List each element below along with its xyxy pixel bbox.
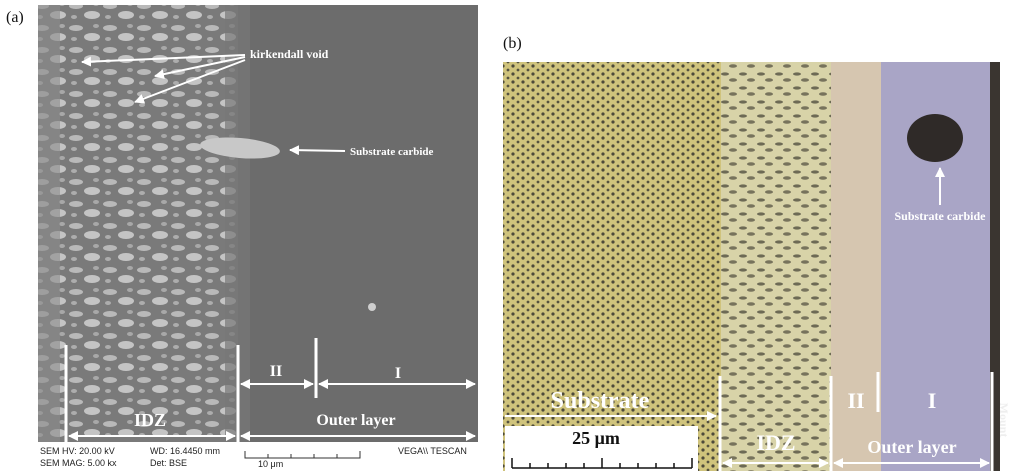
sem-footer: SEM HV: 20.00 kV SEM MAG: 5.00 kx WD: 16… [40, 446, 467, 469]
zone-label: II [847, 388, 864, 413]
zone-label: Outer layer [316, 412, 395, 429]
page: {"panel_a": {"label": "(a)", "void_label… [0, 0, 1009, 471]
footer-text: WD: 16.4450 mm [150, 446, 220, 456]
footer-text: SEM HV: 20.00 kV [40, 446, 115, 456]
annotation: Substrate carbide [895, 209, 987, 223]
zone-label: Substrate [551, 388, 650, 414]
zone-label: Outer layer [867, 437, 956, 457]
figure: (a) (b) kirkendall void Substrate carbid… [0, 0, 1009, 471]
panel-label: (a) [6, 9, 24, 26]
footer-text: SEM MAG: 5.00 kx [40, 458, 117, 468]
zone-label: IDZ [134, 410, 166, 430]
panel-label: (b) [503, 35, 522, 52]
scale-label: 25 μm [572, 428, 620, 448]
footer-text: VEGA\\ TESCAN [398, 446, 467, 456]
zone-label: I [928, 388, 937, 413]
zone-label: IDZ [756, 430, 795, 455]
zone-label: I [395, 365, 401, 382]
annotation: Substrate carbide [350, 146, 434, 158]
annotation: Mount [997, 403, 1009, 438]
optical-image: Substrate carbide Substrate II I IDZ Out… [503, 62, 1009, 471]
zone-label: II [270, 363, 282, 380]
sem-image: kirkendall void Substrate carbide II I I… [38, 5, 478, 442]
footer-text: Det: BSE [150, 458, 187, 468]
scale-label: 10 μm [258, 459, 283, 469]
annotation: kirkendall void [250, 47, 329, 61]
